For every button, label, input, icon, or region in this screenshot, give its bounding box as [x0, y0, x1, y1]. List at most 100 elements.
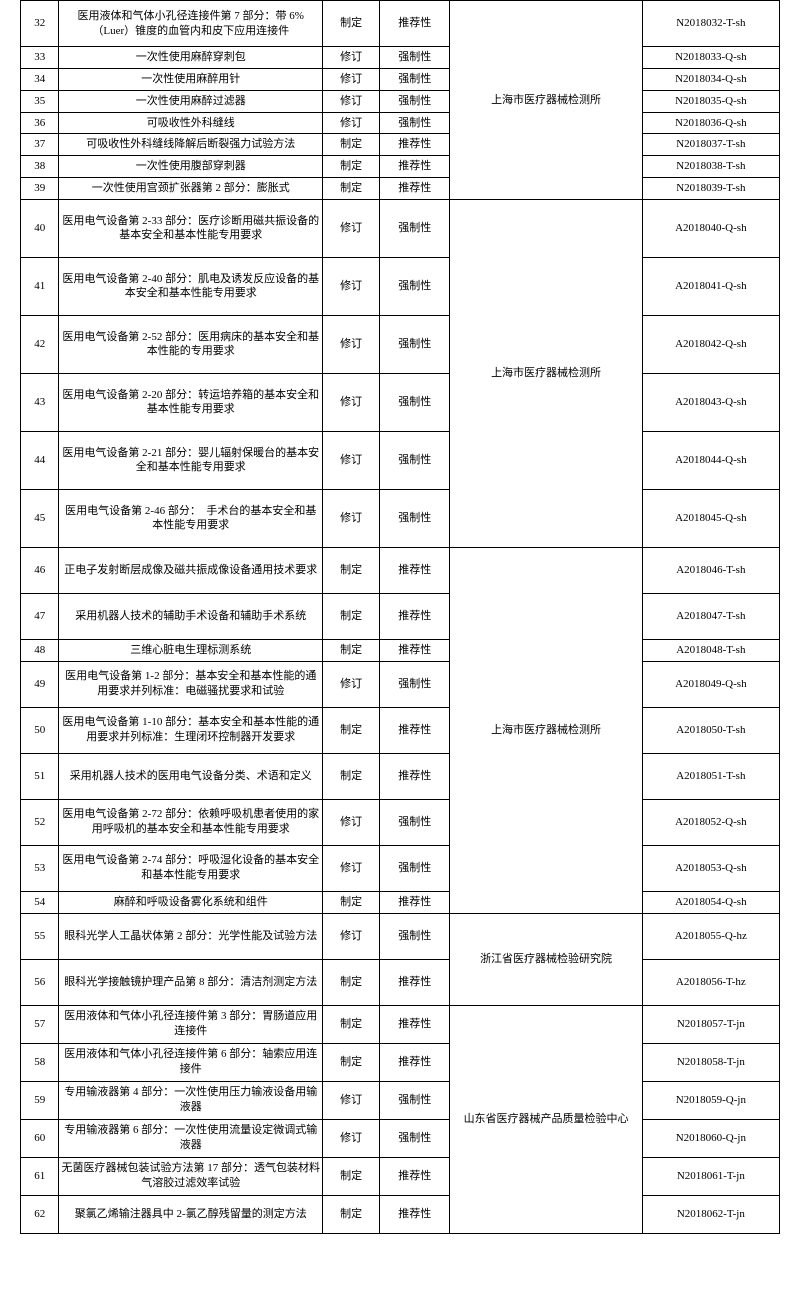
- standard-code: A2018055-Q-hz: [642, 913, 779, 959]
- action-type: 修订: [323, 315, 380, 373]
- table-row: 49医用电气设备第 1-2 部分：基本安全和基本性能的通用要求并列标准：电磁骚扰…: [21, 661, 780, 707]
- standard-code: A2018049-Q-sh: [642, 661, 779, 707]
- standard-name: 医用电气设备第 2-33 部分：医疗诊断用磁共振设备的基本安全和基本性能专用要求: [59, 199, 323, 257]
- standard-name: 正电子发射断层成像及磁共振成像设备通用技术要求: [59, 547, 323, 593]
- nature-type: 推荐性: [380, 1157, 450, 1195]
- table-row: 46正电子发射断层成像及磁共振成像设备通用技术要求制定推荐性上海市医疗器械检测所…: [21, 547, 780, 593]
- action-type: 修订: [323, 90, 380, 112]
- table-row: 51采用机器人技术的医用电气设备分类、术语和定义制定推荐性A2018051-T-…: [21, 753, 780, 799]
- row-number: 52: [21, 799, 59, 845]
- nature-type: 强制性: [380, 845, 450, 891]
- nature-type: 推荐性: [380, 1043, 450, 1081]
- row-number: 36: [21, 112, 59, 134]
- nature-type: 推荐性: [380, 753, 450, 799]
- table-row: 35一次性使用麻醉过滤器修订强制性 N2018035-Q-sh: [21, 90, 780, 112]
- nature-type: 强制性: [380, 315, 450, 373]
- standard-code: A2018056-T-hz: [642, 959, 779, 1005]
- standard-name: 采用机器人技术的辅助手术设备和辅助手术系统: [59, 593, 323, 639]
- standard-name: 医用电气设备第 2-72 部分：依赖呼吸机患者使用的家用呼吸机的基本安全和基本性…: [59, 799, 323, 845]
- table-row: 52医用电气设备第 2-72 部分：依赖呼吸机患者使用的家用呼吸机的基本安全和基…: [21, 799, 780, 845]
- row-number: 50: [21, 707, 59, 753]
- row-number: 44: [21, 431, 59, 489]
- table-row: 32医用液体和气体小孔径连接件第 7 部分：带 6%（Luer）锥度的血管内和皮…: [21, 1, 780, 47]
- nature-type: 强制性: [380, 913, 450, 959]
- nature-type: 推荐性: [380, 593, 450, 639]
- nature-type: 强制性: [380, 90, 450, 112]
- standard-code: N2018036-Q-sh: [642, 112, 779, 134]
- action-type: 修订: [323, 431, 380, 489]
- standard-code: A2018041-Q-sh: [642, 257, 779, 315]
- row-number: 61: [21, 1157, 59, 1195]
- table-row: 44医用电气设备第 2-21 部分：婴儿辐射保暖台的基本安全和基本性能专用要求修…: [21, 431, 780, 489]
- standard-code: A2018050-T-sh: [642, 707, 779, 753]
- nature-type: 强制性: [380, 257, 450, 315]
- standard-name: 眼科光学人工晶状体第 2 部分：光学性能及试验方法: [59, 913, 323, 959]
- standard-code: A2018040-Q-sh: [642, 199, 779, 257]
- table-row: 43医用电气设备第 2-20 部分：转运培养箱的基本安全和基本性能专用要求修订强…: [21, 373, 780, 431]
- row-number: 33: [21, 47, 59, 69]
- table-row: 33一次性使用麻醉穿刺包修订强制性N2018033-Q-sh: [21, 47, 780, 69]
- table-row: 61无菌医疗器械包装试验方法第 17 部分：透气包装材料气溶胶过滤效率试验制定推…: [21, 1157, 780, 1195]
- row-number: 56: [21, 959, 59, 1005]
- table-row: 38一次性使用腹部穿刺器制定推荐性N2018038-T-sh: [21, 156, 780, 178]
- table-row: 50医用电气设备第 1-10 部分：基本安全和基本性能的通用要求并列标准：生理闭…: [21, 707, 780, 753]
- standard-code: A2018054-Q-sh: [642, 891, 779, 913]
- standard-name: 专用输液器第 4 部分：一次性使用压力输液设备用输液器: [59, 1081, 323, 1119]
- table-row: 36可吸收性外科缝线修订强制性N2018036-Q-sh: [21, 112, 780, 134]
- nature-type: 推荐性: [380, 156, 450, 178]
- nature-type: 强制性: [380, 199, 450, 257]
- standard-name: 一次性使用宫颈扩张器第 2 部分：膨胀式: [59, 178, 323, 200]
- action-type: 制定: [323, 753, 380, 799]
- action-type: 制定: [323, 639, 380, 661]
- row-number: 60: [21, 1119, 59, 1157]
- org-cell: 上海市医疗器械检测所: [450, 199, 642, 547]
- row-number: 38: [21, 156, 59, 178]
- standard-name: 医用电气设备第 2-46 部分： 手术台的基本安全和基本性能专用要求: [59, 489, 323, 547]
- table-row: 39一次性使用宫颈扩张器第 2 部分：膨胀式制定推荐性N2018039-T-sh: [21, 178, 780, 200]
- action-type: 制定: [323, 547, 380, 593]
- table-row: 34一次性使用麻醉用针修订强制性N2018034-Q-sh: [21, 68, 780, 90]
- nature-type: 强制性: [380, 373, 450, 431]
- action-type: 制定: [323, 707, 380, 753]
- nature-type: 推荐性: [380, 1, 450, 47]
- standard-code: N2018035-Q-sh: [642, 90, 779, 112]
- standard-name: 医用电气设备第 1-10 部分：基本安全和基本性能的通用要求并列标准：生理闭环控…: [59, 707, 323, 753]
- table-row: 48三维心脏电生理标测系统制定推荐性A2018048-T-sh: [21, 639, 780, 661]
- action-type: 修订: [323, 257, 380, 315]
- standard-name: 医用电气设备第 2-21 部分：婴儿辐射保暖台的基本安全和基本性能专用要求: [59, 431, 323, 489]
- org-cell: 山东省医疗器械产品质量检验中心: [450, 1005, 642, 1233]
- action-type: 制定: [323, 593, 380, 639]
- nature-type: 强制性: [380, 68, 450, 90]
- nature-type: 强制性: [380, 489, 450, 547]
- action-type: 制定: [323, 1, 380, 47]
- nature-type: 推荐性: [380, 1005, 450, 1043]
- action-type: 修订: [323, 68, 380, 90]
- row-number: 51: [21, 753, 59, 799]
- standard-code: N2018059-Q-jn: [642, 1081, 779, 1119]
- table-row: 59专用输液器第 4 部分：一次性使用压力输液设备用输液器修订强制性N20180…: [21, 1081, 780, 1119]
- standard-name: 采用机器人技术的医用电气设备分类、术语和定义: [59, 753, 323, 799]
- action-type: 修订: [323, 1081, 380, 1119]
- table-row: 47采用机器人技术的辅助手术设备和辅助手术系统制定推荐性A2018047-T-s…: [21, 593, 780, 639]
- action-type: 修订: [323, 913, 380, 959]
- row-number: 62: [21, 1195, 59, 1233]
- action-type: 修订: [323, 373, 380, 431]
- row-number: 35: [21, 90, 59, 112]
- standard-name: 麻醉和呼吸设备雾化系统和组件: [59, 891, 323, 913]
- action-type: 制定: [323, 891, 380, 913]
- nature-type: 推荐性: [380, 639, 450, 661]
- standard-code: N2018062-T-jn: [642, 1195, 779, 1233]
- nature-type: 强制性: [380, 112, 450, 134]
- action-type: 修订: [323, 1119, 380, 1157]
- org-cell: 上海市医疗器械检测所: [450, 547, 642, 913]
- standard-code: N2018033-Q-sh: [642, 47, 779, 69]
- standard-name: 医用电气设备第 2-74 部分：呼吸湿化设备的基本安全和基本性能专用要求: [59, 845, 323, 891]
- standard-code: A2018047-T-sh: [642, 593, 779, 639]
- standard-code: A2018045-Q-sh: [642, 489, 779, 547]
- standard-name: 医用液体和气体小孔径连接件第 7 部分：带 6%（Luer）锥度的血管内和皮下应…: [59, 1, 323, 47]
- table-row: 40医用电气设备第 2-33 部分：医疗诊断用磁共振设备的基本安全和基本性能专用…: [21, 199, 780, 257]
- action-type: 修订: [323, 661, 380, 707]
- standard-name: 一次性使用麻醉过滤器: [59, 90, 323, 112]
- row-number: 57: [21, 1005, 59, 1043]
- action-type: 制定: [323, 156, 380, 178]
